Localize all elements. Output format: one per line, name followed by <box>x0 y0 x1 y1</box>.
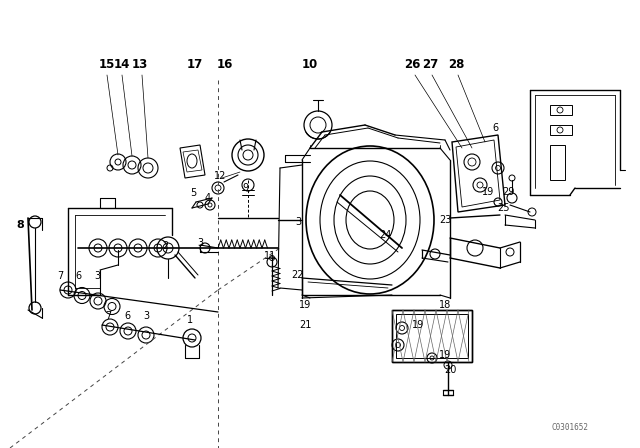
Text: 8: 8 <box>16 220 24 230</box>
Text: 1: 1 <box>187 315 193 325</box>
Text: 7: 7 <box>105 311 111 321</box>
Text: 28: 28 <box>448 59 464 72</box>
Text: 18: 18 <box>439 300 451 310</box>
Text: 14: 14 <box>114 59 130 72</box>
Bar <box>550 145 565 180</box>
Text: 19: 19 <box>412 320 424 330</box>
Text: 3: 3 <box>295 217 301 227</box>
Text: 15: 15 <box>99 59 115 72</box>
Text: 22: 22 <box>292 270 304 280</box>
Bar <box>550 105 572 115</box>
Text: 20: 20 <box>444 365 456 375</box>
Text: 6: 6 <box>124 311 130 321</box>
Text: 23: 23 <box>439 215 451 225</box>
Text: 3: 3 <box>143 311 149 321</box>
Bar <box>396 314 468 358</box>
Text: 11: 11 <box>264 251 276 261</box>
Text: 21: 21 <box>299 320 311 330</box>
Text: 13: 13 <box>132 59 148 72</box>
Text: 3: 3 <box>94 271 100 281</box>
Text: C0301652: C0301652 <box>552 423 589 432</box>
Text: 29: 29 <box>502 187 514 197</box>
Text: 5: 5 <box>190 188 196 198</box>
Text: 17: 17 <box>187 59 203 72</box>
Text: 24: 24 <box>379 230 391 240</box>
Text: 27: 27 <box>422 59 438 72</box>
Bar <box>550 125 572 135</box>
Text: 16: 16 <box>217 59 233 72</box>
Text: 7: 7 <box>57 271 63 281</box>
Text: 12: 12 <box>214 171 226 181</box>
Bar <box>392 310 472 362</box>
Text: 19: 19 <box>439 350 451 360</box>
Text: 4: 4 <box>205 193 211 203</box>
Text: 25: 25 <box>497 203 509 213</box>
Text: 6: 6 <box>75 271 81 281</box>
Text: 2: 2 <box>162 241 168 251</box>
Text: 19: 19 <box>482 187 494 197</box>
Text: 3: 3 <box>197 238 203 248</box>
Text: 9: 9 <box>242 183 248 193</box>
Text: 19: 19 <box>299 300 311 310</box>
Text: 26: 26 <box>404 59 420 72</box>
Text: 10: 10 <box>302 59 318 72</box>
Bar <box>392 310 472 362</box>
Text: 6: 6 <box>492 123 498 133</box>
